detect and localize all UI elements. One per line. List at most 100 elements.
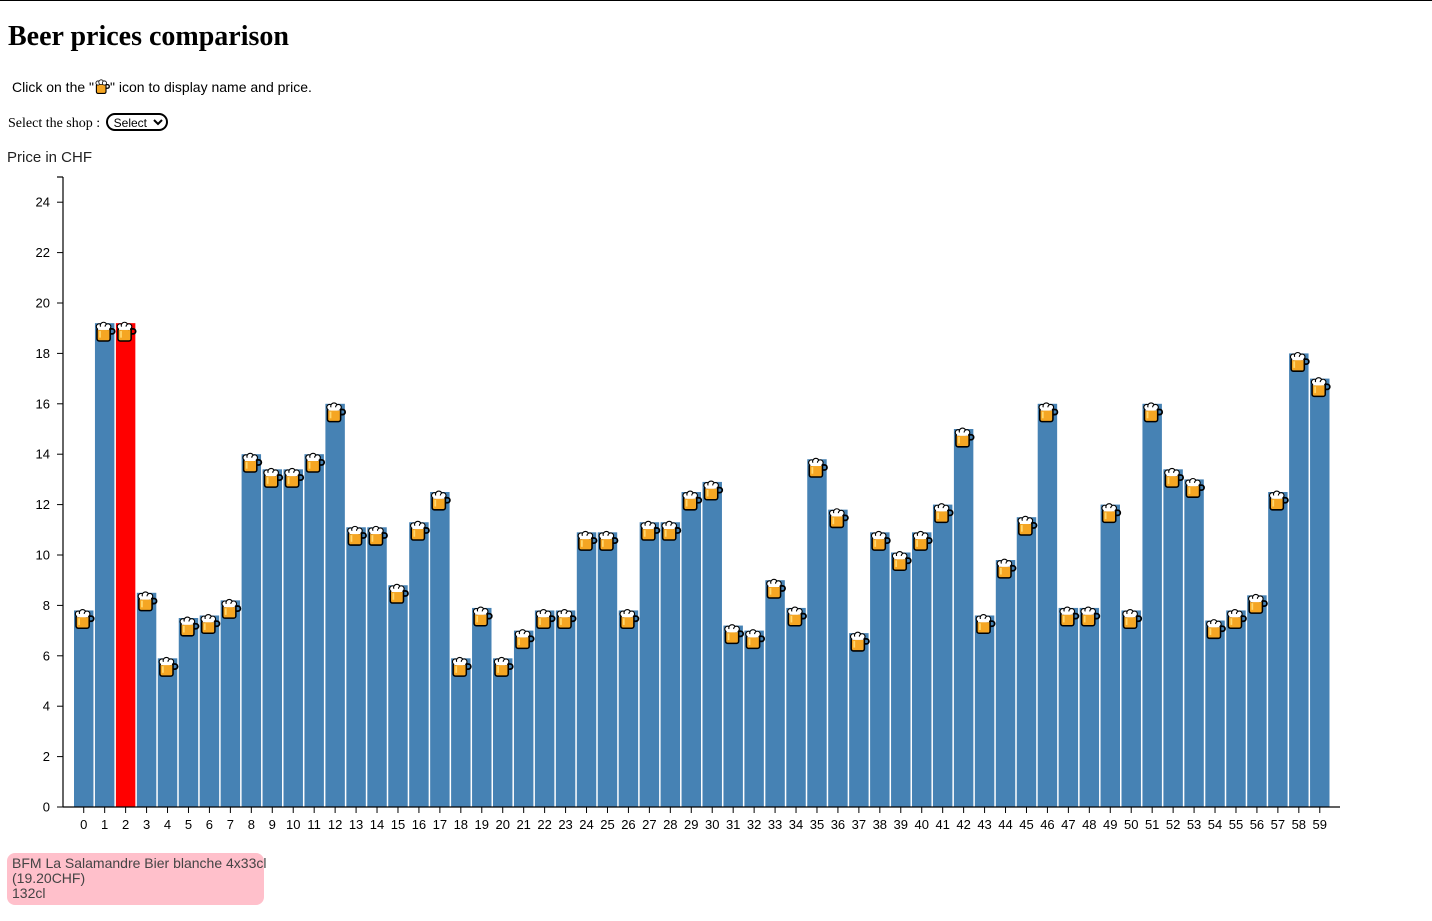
bar-58 [1289,353,1309,807]
x-tick-label: 33 [768,817,782,832]
bar-47 [1058,607,1079,807]
beer-mug-icon[interactable] [1248,593,1268,614]
bar-7 [220,600,241,807]
beer-mug-icon[interactable] [326,402,346,423]
bar-46 [1037,403,1058,807]
bar-51 [1142,403,1162,807]
x-tick-label: 9 [269,817,276,832]
y-tick-label: 22 [36,245,50,260]
beer-mug-icon[interactable] [766,578,786,599]
beer-mug-icon[interactable] [242,452,263,473]
beer-mug-icon[interactable] [263,467,284,488]
x-tick-label: 26 [621,817,635,832]
beer-mug-icon[interactable] [619,608,640,630]
beer-mug-icon[interactable] [1310,377,1331,398]
y-tick-label: 6 [43,648,50,663]
beer-mug-icon[interactable] [724,624,745,645]
beer-mug-icon[interactable] [1289,351,1310,372]
beer-mug-icon[interactable] [975,614,996,635]
beer-mug-icon[interactable] [389,583,409,604]
bar-40 [912,532,932,807]
beer-mug-icon[interactable] [1227,608,1247,630]
beer-mug-icon[interactable] [158,656,179,677]
bar-26 [618,610,639,807]
beer-mug-icon[interactable] [368,525,388,546]
bar-54 [1205,620,1225,807]
beer-mug-icon[interactable] [808,457,828,478]
beer-mug-icon[interactable] [996,558,1017,579]
beer-mug-icon[interactable] [849,631,870,652]
beer-mug-icon[interactable] [1122,608,1143,630]
x-tick-label: 8 [248,817,255,832]
x-tick-label: 16 [412,817,426,832]
x-tick-label: 7 [227,817,234,832]
beer-mug-icon[interactable] [1101,503,1122,524]
x-tick-label: 34 [789,817,803,832]
x-tick-label: 39 [894,817,908,832]
beer-mug-icon[interactable] [472,606,493,627]
x-tick-label: 50 [1124,817,1138,832]
beer-mug-icon[interactable] [912,530,933,551]
beer-mug-icon[interactable] [74,608,95,630]
bar-1 [94,323,115,807]
beer-mug-icon[interactable] [577,530,598,551]
shop-select[interactable]: Select [105,113,168,131]
y-tick-label: 18 [36,346,50,361]
x-tick-label: 6 [206,817,213,832]
beer-mug-icon[interactable] [1038,402,1059,423]
bar-42 [953,429,974,807]
beer-mug-icon[interactable] [829,508,849,529]
beer-mug-icon[interactable] [745,629,765,650]
x-tick-label: 31 [726,817,740,832]
beer-mug-icon[interactable] [410,520,430,541]
beer-mug-icon[interactable] [451,656,472,677]
bar-13 [346,527,366,807]
beer-mug-icon[interactable] [200,614,221,635]
beer-mug-icon[interactable] [598,530,619,551]
x-tick-label: 44 [998,817,1012,832]
beer-mug-icon[interactable] [1164,467,1184,488]
beer-mug-icon[interactable] [221,598,242,619]
tooltip-name: BFM La Salamandre Bier blanche 4x33cl [12,855,267,871]
beer-mug-icon[interactable] [703,480,724,501]
beer-mug-icon[interactable] [1185,477,1205,498]
x-tick-label: 56 [1250,817,1264,832]
beer-mug-icon[interactable] [1017,515,1038,536]
beer-mug-icon[interactable] [556,608,577,630]
beer-mug-icon[interactable] [891,551,912,572]
beer-mug-icon[interactable] [535,608,556,630]
bar-11 [304,454,324,807]
beer-mug-icon[interactable] [682,490,703,511]
beer-mug-icon[interactable] [954,427,975,448]
bar-0 [74,610,94,807]
beer-mug-icon[interactable] [284,467,305,488]
beer-mug-icon[interactable] [787,606,807,627]
x-tick-label: 42 [956,817,970,832]
beer-mug-icon[interactable] [870,530,891,551]
beer-mug-icon[interactable] [640,520,661,541]
x-tick-label: 14 [370,817,384,832]
beer-mug-icon[interactable] [347,525,367,546]
beer-mug-icon[interactable] [1143,402,1164,423]
beer-mug-icon[interactable] [933,503,954,524]
bar-25 [597,532,618,807]
beer-mug-icon[interactable] [95,321,116,342]
beer-mug-icon[interactable] [493,656,514,677]
beer-mug-icon[interactable] [179,616,200,637]
beer-mug-icon[interactable] [1206,619,1226,640]
bar-50 [1121,610,1141,807]
beer-mug-icon[interactable] [1268,490,1289,511]
beer-mug-icon[interactable] [305,452,326,473]
beer-mug-icon[interactable] [137,591,158,612]
beer-mug-icon[interactable] [430,490,451,511]
beer-mug-icon[interactable] [661,520,682,541]
price-tooltip: BFM La Salamandre Bier blanche 4x33cl (1… [7,853,267,905]
y-tick-label: 4 [43,699,50,714]
beer-mug-icon[interactable] [116,321,137,342]
beer-mug-icon[interactable] [1059,606,1080,627]
x-tick-label: 58 [1292,817,1306,832]
x-tick-label: 45 [1019,817,1033,832]
beer-mug-icon[interactable] [514,629,535,650]
beer-mug-icon[interactable] [1080,606,1101,627]
y-tick-label: 14 [36,447,50,462]
